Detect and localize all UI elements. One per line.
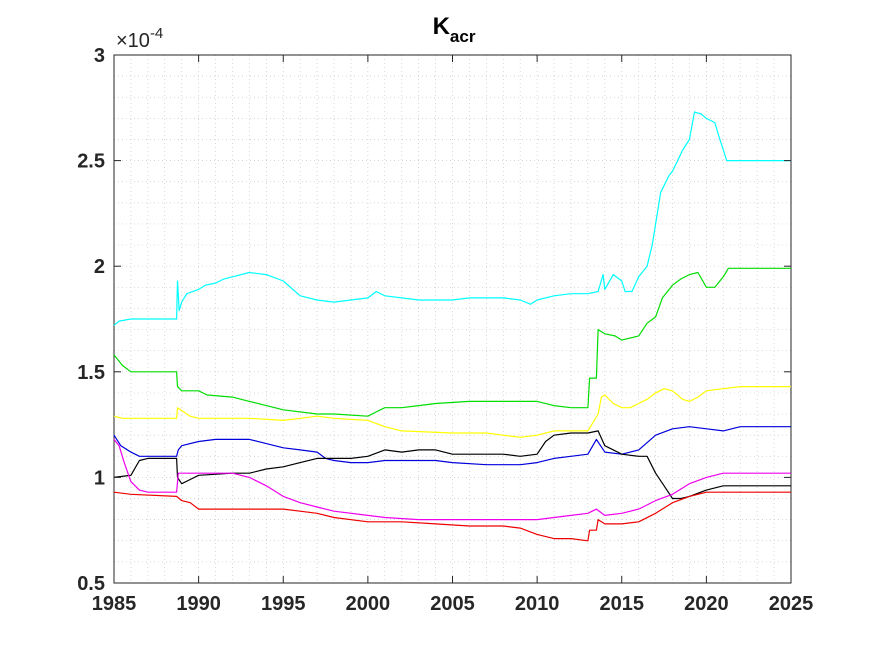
x-tick-label: 2015 [600,593,645,615]
axis-layer: 1985 1990 1995 2000 2005 2010 2015 2020 2025 0.5 1… [77,45,813,615]
series-layer [113,111,791,542]
y-axis-exponent: ×10-4 [116,25,163,52]
y-axis-exponent-prefix: ×10 [116,30,150,52]
y-tick-label: 0.5 [77,573,105,595]
y-tick-label: 2 [94,256,105,278]
series-line-5 [113,430,791,500]
x-tick-label: 2000 [346,593,391,615]
series-line-3 [113,386,791,438]
y-axis-exponent-power: -4 [150,25,163,42]
y-tick-label: 3 [94,45,105,67]
y-tick-label: 1 [94,467,105,489]
x-tick-label: 1985 [92,593,137,615]
series-line-4 [113,426,791,466]
series-line-1 [113,111,791,326]
x-tick-label: 2025 [769,593,814,615]
x-tick-label: 2020 [684,593,729,615]
series-line-7 [113,491,791,542]
y-tick-label: 1.5 [77,362,105,384]
series-line-2 [113,267,791,417]
x-tick-label: 2005 [430,593,475,615]
series-line-6 [113,439,791,521]
x-tick-label: 1990 [176,593,221,615]
chart-title-subscript: acr [450,27,476,46]
y-tick-label: 2.5 [77,151,105,173]
x-tick-label: 2010 [515,593,560,615]
chart-title-main: K [433,13,451,40]
chart-title: Kacr [433,13,476,46]
x-tick-label: 1995 [261,593,306,615]
grid [113,54,792,584]
